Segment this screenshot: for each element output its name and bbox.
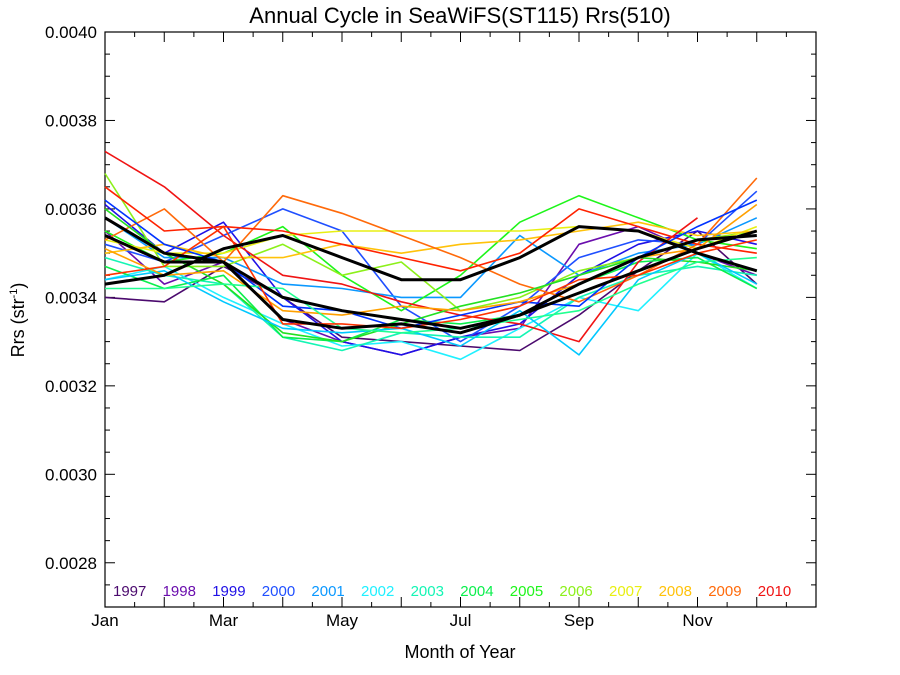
y-axis: 0.0028 0.0030 0.0032 0.0034 0.0036 0.0038 0.00… <box>45 23 816 608</box>
x-axis-label: Month of Year <box>404 642 515 662</box>
legend-entry-2002: 2002 <box>361 583 394 600</box>
additional-series-line-3 <box>104 208 757 343</box>
legend-entry-1998: 1998 <box>163 583 196 600</box>
additional-series-line-6 <box>105 256 757 334</box>
y-axis-label: Rrs (str-1) <box>8 283 28 358</box>
y-tick-label: 0.0034 <box>45 288 97 307</box>
x-tick-label: Sep <box>564 611 594 630</box>
legend-entry-2003: 2003 <box>411 583 444 600</box>
legend-entry-2007: 2007 <box>609 583 642 600</box>
series-line-2002 <box>104 252 758 361</box>
y-tick-label: 0.0028 <box>45 554 97 573</box>
x-axis: Jan Mar May Jul Sep Nov <box>91 32 817 630</box>
additional-series-line-4 <box>104 252 758 356</box>
y-tick-label: 0.0038 <box>45 111 97 130</box>
y-tick-label: 0.0030 <box>45 465 97 484</box>
chart-title: Annual Cycle in SeaWiFS(ST115) Rrs(510) <box>249 3 670 28</box>
series-line-2008 <box>104 221 757 259</box>
y-axis-label-superscript: -1 <box>8 289 20 299</box>
x-tick-label: Nov <box>682 611 713 630</box>
legend-entry-1999: 1999 <box>212 583 245 600</box>
x-tick-label: Jul <box>450 611 472 630</box>
legend: 1997 1998 1999 2000 2001 2002 2003 2004 2005 2006… <box>113 583 791 600</box>
y-axis-label-main: Rrs (str <box>8 298 28 357</box>
series-line-2010 <box>104 150 698 343</box>
series-line-2003 <box>104 256 757 352</box>
legend-entry-2004: 2004 <box>460 583 493 600</box>
legend-entry-2005: 2005 <box>510 583 543 600</box>
legend-entry-2009: 2009 <box>708 583 741 600</box>
legend-entry-1997: 1997 <box>113 583 146 600</box>
x-tick-label: Mar <box>209 611 239 630</box>
x-tick-label: Jan <box>91 611 118 630</box>
y-tick-label: 0.0036 <box>45 200 97 219</box>
y-tick-label: 0.0032 <box>45 377 97 396</box>
series-lines <box>104 150 758 361</box>
black-reference-line-2 <box>104 225 758 286</box>
y-axis-label-close: ) <box>8 283 28 289</box>
legend-entry-2001: 2001 <box>311 583 344 600</box>
black-reference-line-3 <box>104 216 757 335</box>
legend-entry-2006: 2006 <box>559 583 592 600</box>
y-tick-label: 0.0040 <box>45 23 97 42</box>
x-tick-label: May <box>326 611 359 630</box>
legend-entry-2010: 2010 <box>758 583 791 600</box>
legend-entry-2000: 2000 <box>262 583 295 600</box>
legend-entry-2008: 2008 <box>659 583 692 600</box>
additional-series-line-1 <box>104 186 757 272</box>
